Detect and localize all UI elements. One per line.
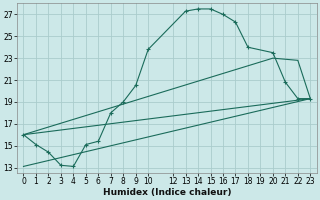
X-axis label: Humidex (Indice chaleur): Humidex (Indice chaleur) <box>103 188 231 197</box>
